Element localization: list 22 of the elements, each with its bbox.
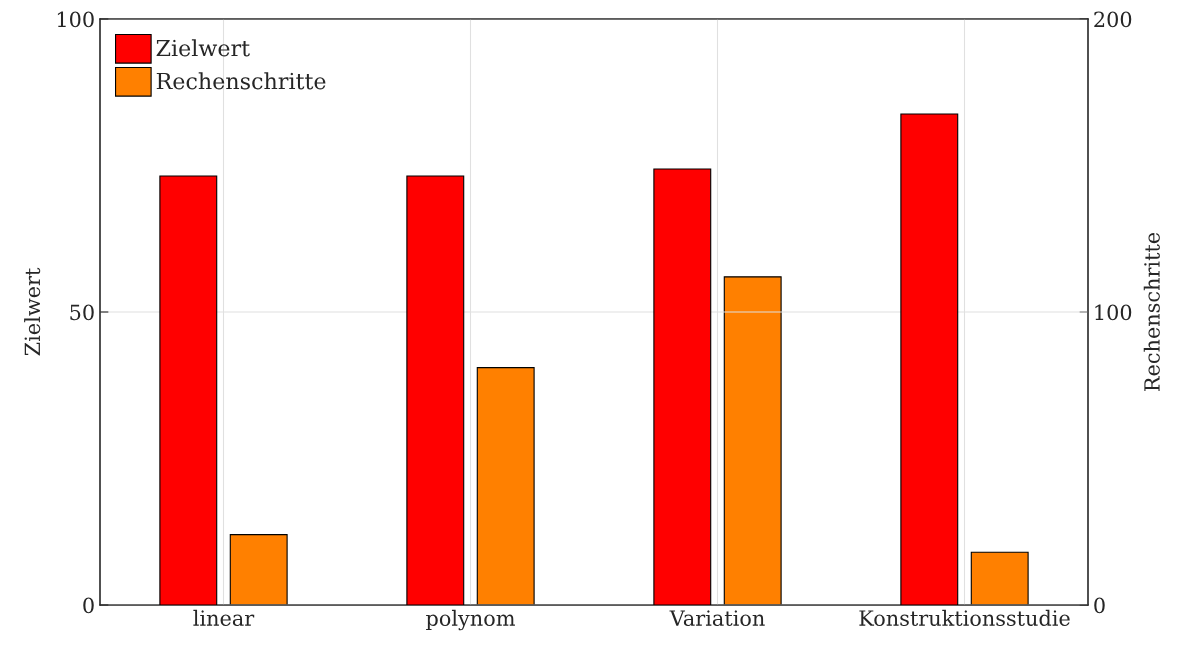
x-tick-label: linear — [193, 609, 255, 626]
bar — [723, 276, 782, 605]
y-tick-label: 50 — [70, 304, 94, 321]
bar — [653, 168, 712, 605]
y2-tick-label: 100 — [1095, 304, 1132, 321]
x-tick-label: polynom — [426, 609, 515, 631]
bar — [159, 175, 218, 605]
y2-tick-label: 200 — [1094, 11, 1132, 28]
bar — [229, 534, 288, 605]
y-tick-label: 100 — [57, 11, 94, 28]
y-axis-title: Zielwert — [24, 267, 41, 356]
bar — [970, 551, 1029, 605]
x-tick-label: Variation — [669, 610, 765, 626]
legend-label: Rechenschritte — [156, 72, 326, 90]
x-tick-label: Konstruktionsstudie — [859, 609, 1070, 626]
y2-tick-label: 0 — [1094, 597, 1105, 614]
y2-axis-title: Rechenschritte — [1143, 232, 1160, 392]
bar — [900, 113, 959, 605]
legend-label: Zielwert — [156, 39, 250, 57]
bar — [476, 367, 535, 605]
y-tick-label: 0 — [83, 597, 94, 614]
bar — [406, 175, 465, 605]
